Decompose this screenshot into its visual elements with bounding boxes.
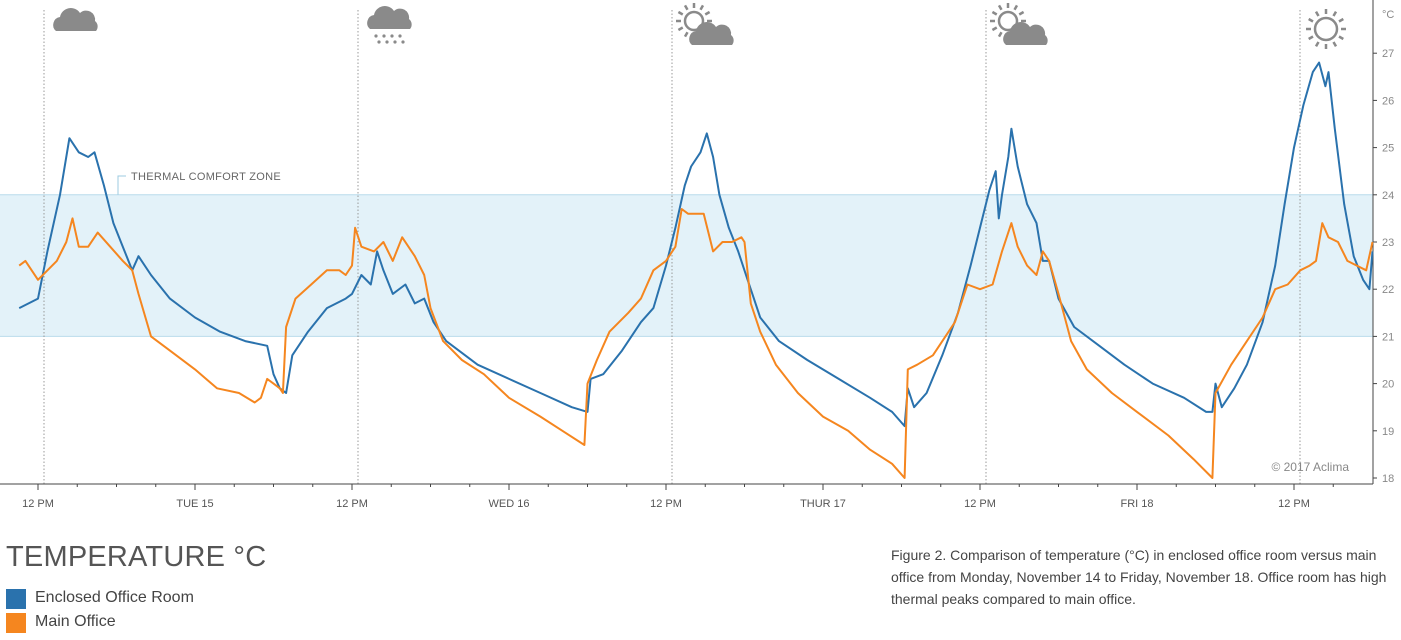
legend-label-main-office: Main Office xyxy=(35,613,116,630)
sun-ray xyxy=(1338,17,1344,23)
cloud-icon xyxy=(53,8,98,31)
comfort-zone-band xyxy=(0,194,1373,337)
sun-ray xyxy=(1338,35,1344,41)
sun-ray xyxy=(991,10,998,16)
cloud-shape xyxy=(367,6,412,29)
sun-ray xyxy=(1314,41,1320,47)
y-tick-label: 27 xyxy=(1382,48,1394,60)
sun-ray xyxy=(991,26,998,32)
sun-ray xyxy=(1332,11,1338,17)
x-tick-label: 12 PM xyxy=(964,498,996,510)
partly-sunny-icon xyxy=(676,3,734,45)
y-unit-label: °C xyxy=(1382,9,1394,21)
sun-ray xyxy=(1308,17,1314,23)
rain-drop xyxy=(398,34,402,38)
series-line-enclosed-office-room xyxy=(18,61,1374,428)
rain-drop xyxy=(393,40,397,44)
legend-label-enclosed-office: Enclosed Office Room xyxy=(35,589,194,606)
legend-swatch-enclosed-office xyxy=(6,589,26,609)
x-tick-label: 12 PM xyxy=(22,498,54,510)
sun-ray xyxy=(704,10,711,16)
partly-sunny-icon xyxy=(990,3,1048,45)
legend-item-enclosed-office: Enclosed Office Room xyxy=(6,587,326,611)
x-tick-label: FRI 18 xyxy=(1120,498,1153,510)
rain-cloud-icon xyxy=(367,6,412,44)
sun-ray xyxy=(997,4,1003,11)
sun-ray xyxy=(997,31,1003,38)
x-tick-label: TUE 15 xyxy=(176,498,213,510)
weather-icons xyxy=(53,3,1346,49)
rain-drop xyxy=(385,40,389,44)
sun-ray xyxy=(677,10,684,16)
copyright-text: © 2017 Aclima xyxy=(1271,460,1349,474)
cloud-shape xyxy=(689,22,734,45)
x-tick-label: THUR 17 xyxy=(800,498,846,510)
x-tick-label: 12 PM xyxy=(1278,498,1310,510)
sun-ray xyxy=(1308,35,1314,41)
y-tick-label: 25 xyxy=(1382,143,1394,155)
y-tick-label: 24 xyxy=(1382,190,1394,202)
legend-item-main-office: Main Office xyxy=(6,611,326,635)
rain-drop xyxy=(374,34,378,38)
cloud-shape xyxy=(1003,22,1048,45)
x-tick-label: WED 16 xyxy=(489,498,530,510)
x-tick-label: 12 PM xyxy=(336,498,368,510)
rain-drop xyxy=(390,34,394,38)
sun-ray xyxy=(683,31,689,38)
sun-ray xyxy=(1314,11,1320,17)
axes: 12 PM TUE 15 12 PM WED 16 12 PM THUR 17 12 PM F… xyxy=(0,0,1394,510)
sun-ray xyxy=(1018,10,1025,16)
comfort-zone-leader xyxy=(117,175,126,195)
sun-ray xyxy=(683,4,689,11)
series-line-main-office xyxy=(18,208,1374,479)
chart-title: TEMPERATURE °C xyxy=(6,541,267,573)
y-tick-label: 20 xyxy=(1382,379,1394,391)
cloud-shape xyxy=(53,8,98,31)
y-tick-label: 19 xyxy=(1382,426,1394,438)
thermal-comfort-zone: THERMAL COMFORT ZONE xyxy=(0,171,1373,337)
y-tick-label: 22 xyxy=(1382,284,1394,296)
y-tick-label: 18 xyxy=(1382,473,1394,485)
series-lines xyxy=(18,61,1374,479)
sun-ray xyxy=(1013,4,1019,11)
rain-drop xyxy=(382,34,386,38)
figure-caption: Figure 2. Comparison of temperature (°C)… xyxy=(891,547,1387,607)
comfort-zone-label: THERMAL COMFORT ZONE xyxy=(131,171,281,183)
y-tick-label: 23 xyxy=(1382,237,1394,249)
sun-disc xyxy=(1313,16,1339,42)
legend-swatch-main-office xyxy=(6,613,26,633)
sun-ray xyxy=(699,4,705,11)
y-tick-label: 26 xyxy=(1382,95,1394,107)
sun-icon xyxy=(1306,9,1346,49)
sun-disc xyxy=(683,10,705,32)
sun-ray xyxy=(677,26,684,32)
sun-ray xyxy=(1332,41,1338,47)
temperature-chart: THERMAL COMFORT ZONE 12 PM TUE 15 12 PM WED… xyxy=(0,0,1394,510)
x-tick-label: 12 PM xyxy=(650,498,682,510)
sun-disc xyxy=(997,10,1019,32)
rain-drop xyxy=(401,40,405,44)
y-tick-label: 21 xyxy=(1382,331,1394,343)
rain-drop xyxy=(377,40,381,44)
